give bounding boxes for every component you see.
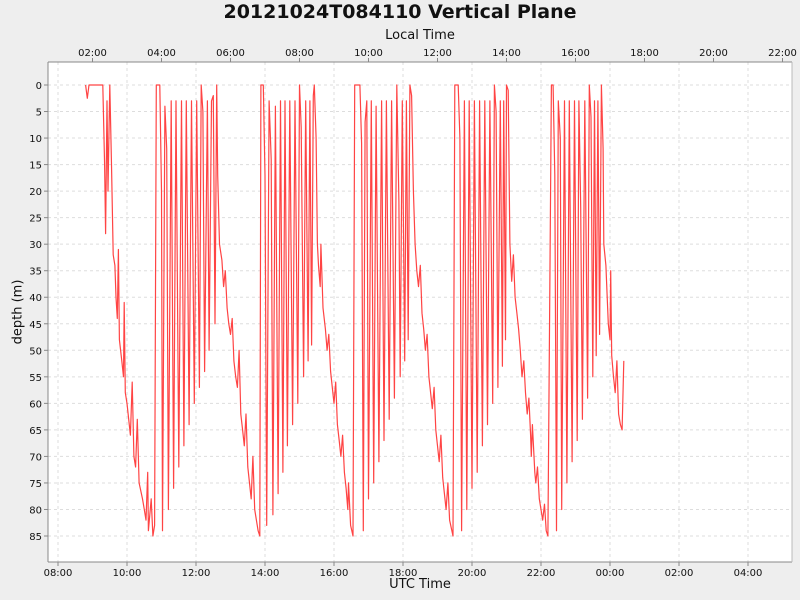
- x-tick-label-local: 08:00: [285, 48, 314, 59]
- y-tick-label: 30: [29, 240, 42, 251]
- y-tick-label: 50: [29, 346, 42, 357]
- y-tick-label: 80: [29, 505, 42, 516]
- x-tick-label-utc: 00:00: [596, 568, 625, 579]
- x-tick-label-local: 10:00: [354, 48, 383, 59]
- gridlines: [48, 62, 792, 562]
- x-tick-label-utc: 20:00: [458, 568, 487, 579]
- depth-trace: [85, 84, 625, 537]
- x-tick-label-local: 12:00: [423, 48, 452, 59]
- x-tick-label-local: 16:00: [561, 48, 590, 59]
- y-tick-label: 60: [29, 399, 42, 410]
- top-axis-title: Local Time: [385, 28, 455, 43]
- bottom-axis-title: UTC Time: [389, 577, 451, 592]
- x-tick-label-local: 02:00: [78, 48, 107, 59]
- x-tick-label-local: 04:00: [147, 48, 176, 59]
- y-tick-label: 85: [29, 532, 42, 543]
- x-tick-label-utc: 08:00: [44, 568, 73, 579]
- y-tick-label: 55: [29, 373, 42, 384]
- y-tick-label: 20: [29, 187, 42, 198]
- x-tick-label-utc: 22:00: [527, 568, 556, 579]
- plot-background: [48, 62, 792, 562]
- x-tick-label-local: 22:00: [768, 48, 797, 59]
- y-tick-label: 70: [29, 452, 42, 463]
- x-tick-label-utc: 04:00: [734, 568, 763, 579]
- x-tick-label-local: 20:00: [699, 48, 728, 59]
- x-tick-label-local: 18:00: [630, 48, 659, 59]
- y-tick-label: 15: [29, 161, 42, 172]
- y-tick-label: 25: [29, 214, 42, 225]
- y-tick-label: 65: [29, 426, 42, 437]
- x-tick-label-local: 06:00: [216, 48, 245, 59]
- y-tick-label: 45: [29, 320, 42, 331]
- y-tick-label: 35: [29, 267, 42, 278]
- x-tick-label-local: 14:00: [492, 48, 521, 59]
- x-tick-label-utc: 10:00: [113, 568, 142, 579]
- y-tick-label: 0: [36, 81, 42, 92]
- axis-ticks: 0 5 10 15 20 25 30 35 40 45 50 55 60 65 70 75 80 85 08:00 1…: [29, 48, 797, 579]
- x-tick-label-utc: 18:00: [389, 568, 418, 579]
- chart-title: 20121024T084110 Vertical Plane: [223, 1, 577, 23]
- x-tick-label-utc: 12:00: [182, 568, 211, 579]
- y-tick-label: 10: [29, 134, 42, 145]
- x-tick-label-utc: 02:00: [665, 568, 694, 579]
- y-tick-label: 40: [29, 293, 42, 304]
- x-tick-label-utc: 14:00: [251, 568, 280, 579]
- y-tick-label: 5: [36, 108, 42, 119]
- x-tick-label-utc: 16:00: [320, 568, 349, 579]
- y-tick-label: 75: [29, 479, 42, 490]
